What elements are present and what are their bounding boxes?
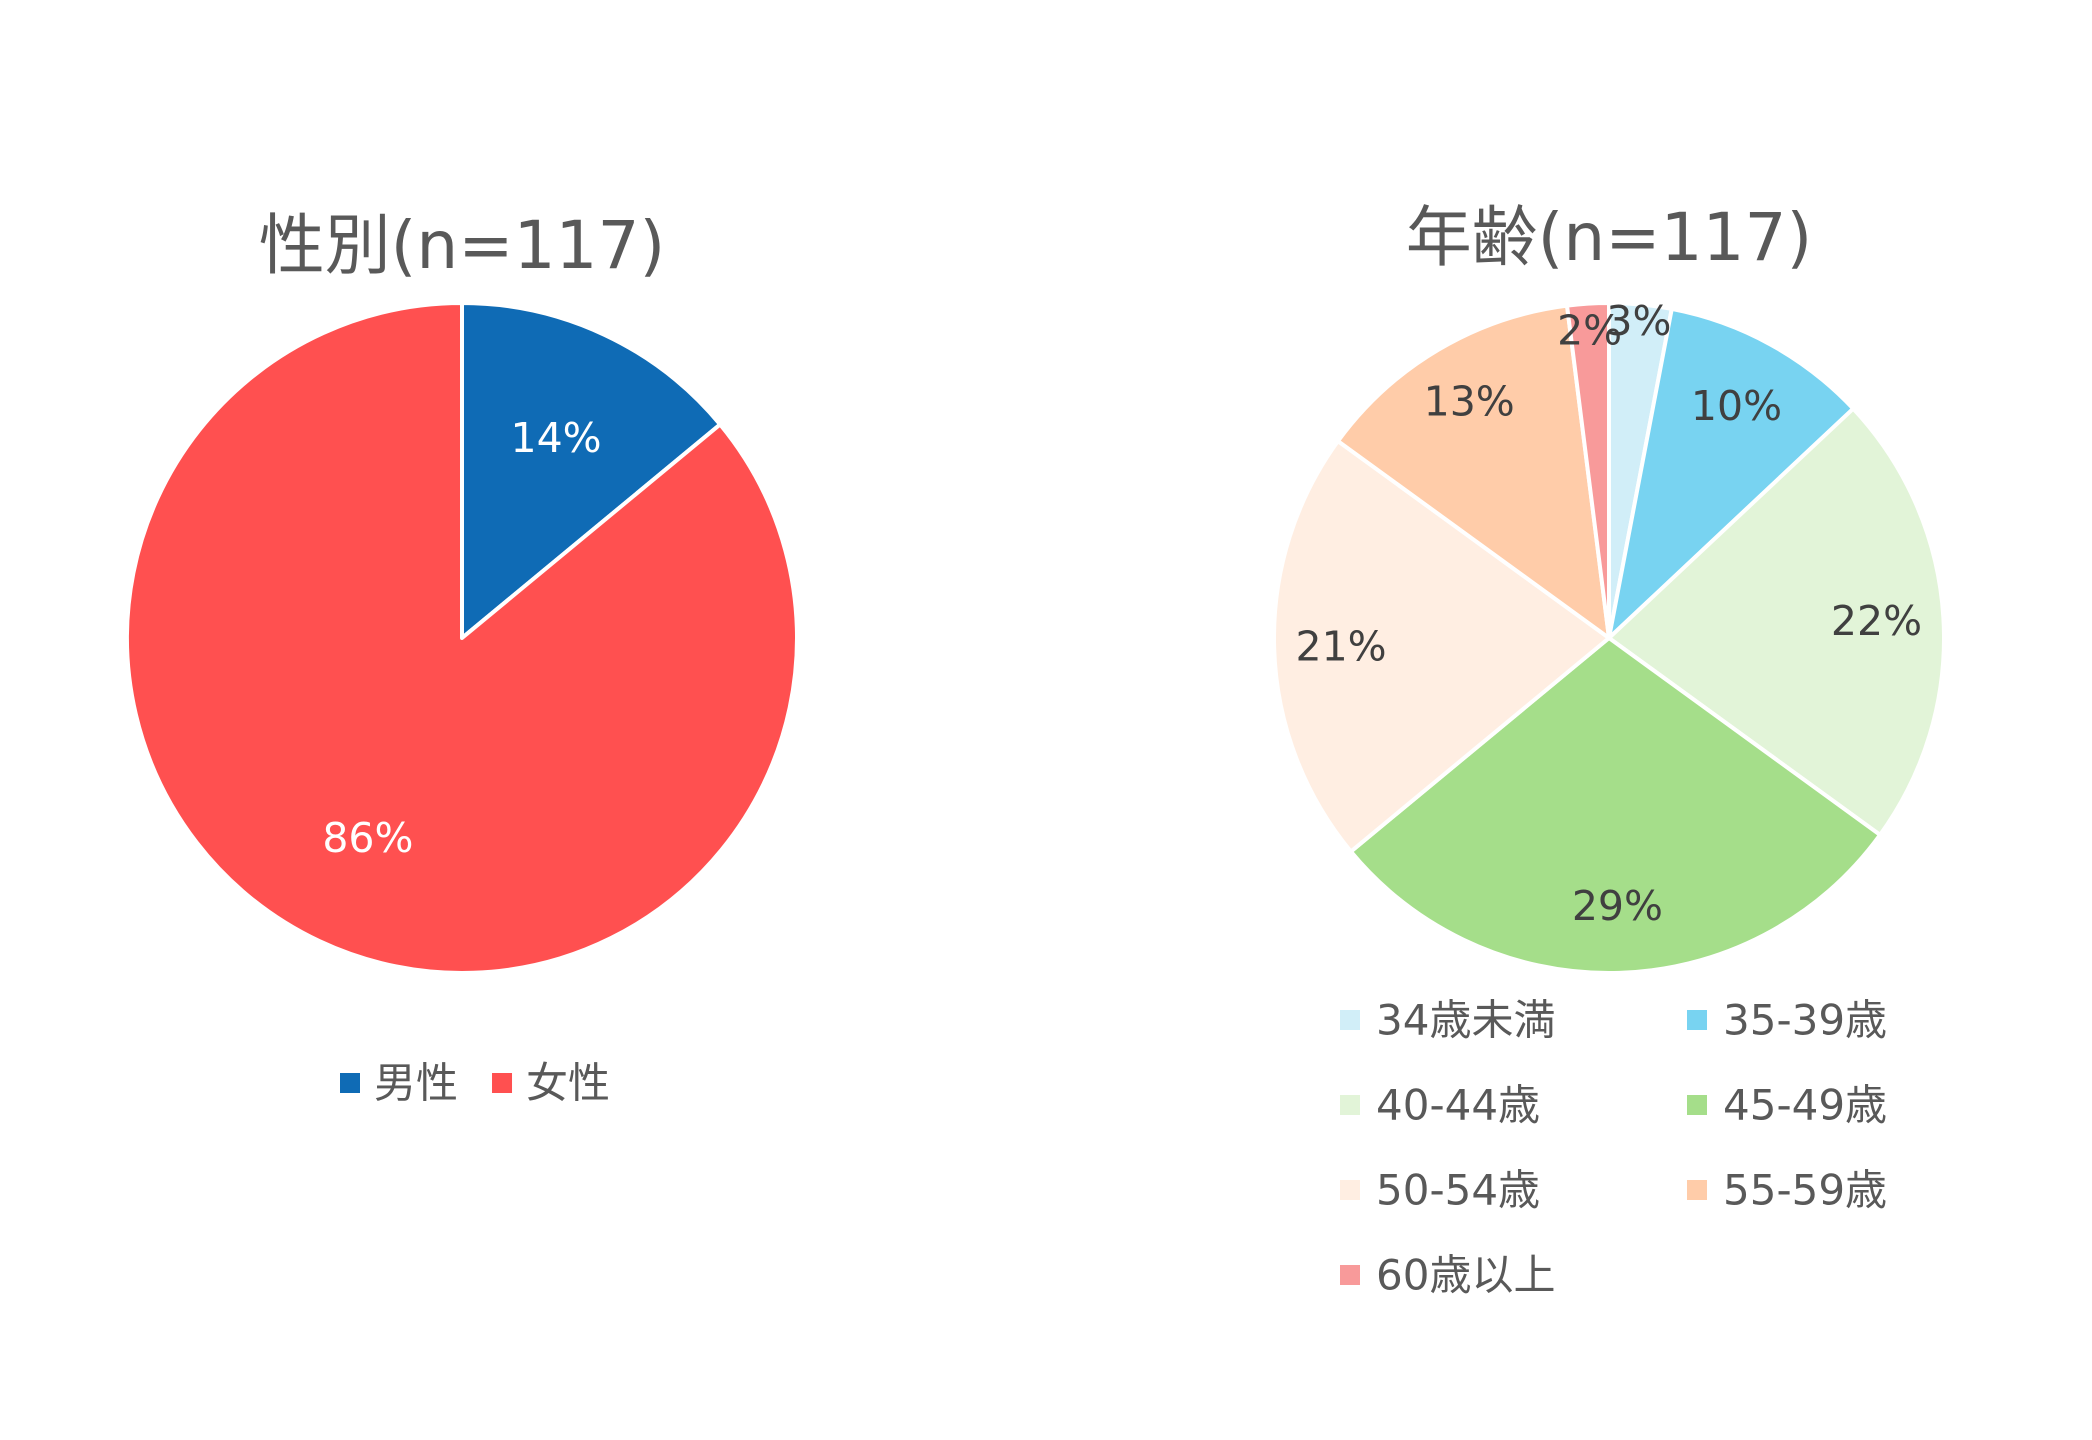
gender-slice-2 (125, 301, 799, 975)
age-slice-2 (1607, 306, 1856, 640)
age-legend-item-2: 35-39歳 (1687, 996, 1887, 1045)
age-legend-label-7: 60歳以上 (1376, 1251, 1555, 1300)
gender-pie-slices (125, 301, 799, 975)
age-legend-label-1: 34歳未満 (1376, 996, 1555, 1045)
age-legend-label-2: 35-39歳 (1723, 996, 1887, 1045)
age-pie-chart: 年齢(n=117) 3% 10% 22% 29% 21% 13% 2% 34歳未満 35-39… (1272, 199, 1946, 1300)
gender-legend-label-1: 男性 (374, 1059, 458, 1108)
gender-slice-1 (460, 301, 723, 640)
gender-legend-swatch-2 (492, 1073, 513, 1093)
gender-chart-title: 性別(n=117) (259, 207, 666, 284)
age-data-label-4: 29% (1572, 882, 1663, 930)
age-legend-item-6: 55-59歳 (1687, 1166, 1887, 1215)
age-chart-title: 年齢(n=117) (1406, 199, 1813, 276)
age-data-label-7: 2% (1557, 306, 1622, 354)
gender-data-label-2: 86% (322, 814, 413, 862)
gender-pie-chart: 性別(n=117) 14% 86% 男性 女性 (125, 207, 799, 1108)
age-legend-swatch-4 (1687, 1095, 1707, 1115)
age-data-label-3: 22% (1831, 597, 1922, 645)
age-legend-label-4: 45-49歳 (1723, 1081, 1887, 1130)
age-slice-6 (1335, 303, 1611, 640)
gender-legend-label-2: 女性 (526, 1059, 610, 1108)
gender-legend-swatch-1 (340, 1073, 360, 1093)
gender-legend-item-2: 女性 (492, 1059, 610, 1108)
age-slice-4 (1348, 636, 1883, 975)
age-pie-labels: 3% 10% 22% 29% 21% 13% 2% (1296, 297, 1923, 930)
gender-pie-labels: 14% 86% (322, 414, 601, 862)
age-data-label-2: 10% (1691, 382, 1782, 430)
age-legend: 34歳未満 35-39歳 40-44歳 45-49歳 50-54歳 55-59歳 60歳以上 (1340, 996, 1887, 1300)
age-legend-swatch-7 (1340, 1265, 1360, 1285)
age-legend-swatch-6 (1687, 1180, 1707, 1200)
age-legend-label-6: 55-59歳 (1723, 1166, 1887, 1215)
gender-data-label-1: 14% (511, 414, 602, 462)
age-legend-swatch-2 (1687, 1010, 1707, 1030)
age-data-label-5: 21% (1296, 622, 1387, 670)
age-legend-item-7: 60歳以上 (1340, 1251, 1555, 1300)
age-data-label-6: 13% (1424, 378, 1515, 426)
age-legend-label-3: 40-44歳 (1376, 1081, 1540, 1130)
age-legend-item-5: 50-54歳 (1340, 1166, 1540, 1215)
gender-legend-item-1: 男性 (340, 1059, 458, 1108)
gender-legend: 男性 女性 (340, 1059, 610, 1108)
age-data-label-1: 3% (1606, 297, 1671, 345)
age-legend-swatch-5 (1340, 1180, 1360, 1200)
age-pie-slices (1272, 301, 1946, 975)
age-legend-swatch-1 (1340, 1010, 1360, 1030)
age-slice-7 (1565, 301, 1611, 640)
age-legend-label-5: 50-54歳 (1376, 1166, 1540, 1215)
age-legend-item-1: 34歳未満 (1340, 996, 1555, 1045)
age-slice-5 (1272, 439, 1611, 854)
age-legend-item-3: 40-44歳 (1340, 1081, 1540, 1130)
age-legend-swatch-3 (1340, 1095, 1360, 1115)
age-slice-3 (1607, 406, 1946, 837)
age-legend-item-4: 45-49歳 (1687, 1081, 1887, 1130)
